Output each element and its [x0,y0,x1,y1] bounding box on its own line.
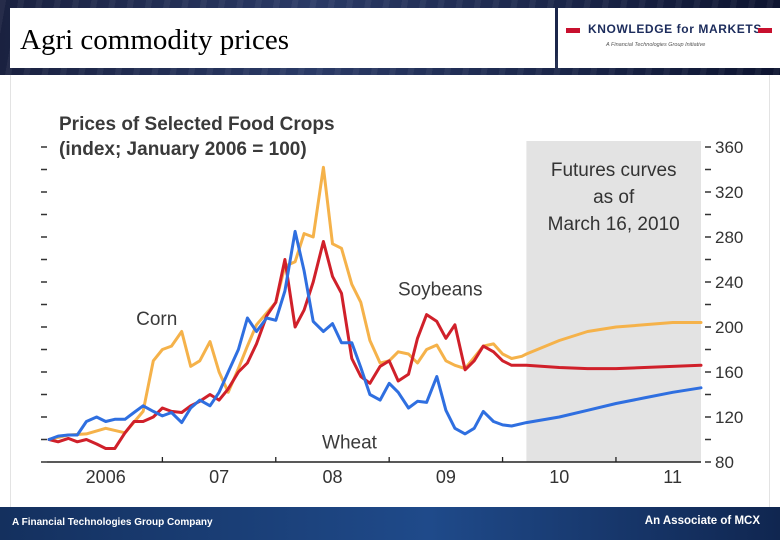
chart-title: Prices of Selected Food Crops [59,114,335,135]
y-tick-label-0: 80 [715,453,734,472]
brand-name: KNOWLEDGE for MARKETS [588,22,762,36]
chart-frame: Futures curves as of March 16, 2010 Prices … [10,75,770,507]
brand-logo: KNOWLEDGE for MARKETS A Financial Techno… [558,8,780,68]
futures-region [526,141,701,462]
y-tick-label-1: 120 [715,408,743,427]
y-tick-label-7: 360 [715,138,743,157]
brand-line: KNOWLEDGE for MARKETS [566,22,772,40]
brand-bar-left [566,28,580,33]
x-tick-label-1: 07 [209,467,229,487]
brand-tagline: A Financial Technologies Group Initiativ… [606,42,706,48]
annotation-soybeans: Soybeans [398,280,483,301]
x-tick-label-3: 09 [436,467,456,487]
slide-title: Agri commodity prices [20,24,290,56]
brand-bar-right [758,28,772,33]
series-line-corn [47,165,703,441]
futures-label-line-0: Futures curves [551,160,677,181]
food-crops-chart: Futures curves as of March 16, 2010 Prices … [41,114,743,487]
y-tick-label-2: 160 [715,363,743,382]
series-line-wheat [47,229,703,441]
x-tick-label-4: 10 [549,467,569,487]
x-tick-label-2: 08 [322,467,342,487]
annotation-corn: Corn [136,309,177,330]
y-tick-label-4: 240 [715,273,743,292]
futures-label-line-1: as of [593,187,635,208]
chart-subtitle: (index; January 2006 = 100) [59,139,307,160]
y-tick-label-3: 200 [715,318,743,337]
footer-associate: An Associate of MCX [644,515,760,527]
x-tick-label-5: 11 [663,467,682,487]
y-tick-label-6: 320 [715,183,743,202]
series-line-soybeans [47,240,703,450]
annotation-wheat: Wheat [322,433,378,454]
y-tick-label-5: 280 [715,228,743,247]
footer-company: A Financial Technologies Group Company [12,517,213,528]
title-panel: Agri commodity prices [10,8,555,68]
futures-label-line-2: March 16, 2010 [548,214,680,235]
footer-band: A Financial Technologies Group Company A… [0,507,780,540]
x-tick-label-0: 2006 [86,467,126,487]
